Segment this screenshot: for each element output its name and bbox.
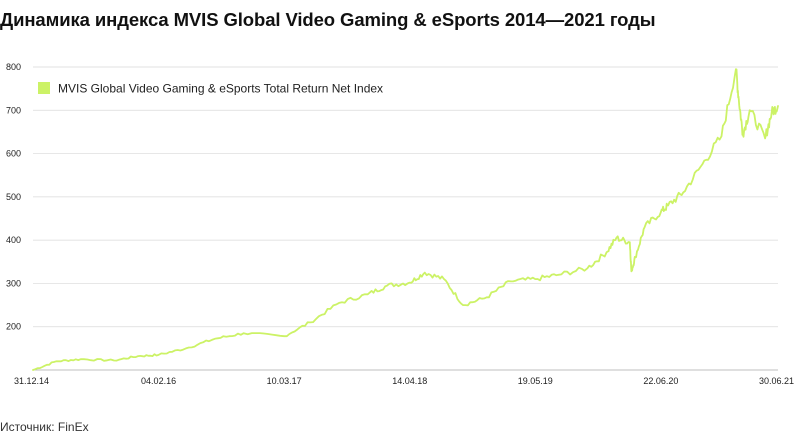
legend-swatch: [38, 82, 50, 94]
x-tick-label: 22.06.20: [643, 376, 678, 386]
y-tick-label: 400: [6, 235, 21, 245]
y-tick-label: 800: [6, 62, 21, 72]
legend-label: MVIS Global Video Gaming & eSports Total…: [58, 82, 383, 96]
x-tick-label: 31.12.14: [14, 376, 49, 386]
source-note: Источник: FinEx: [0, 420, 89, 434]
y-tick-label: 700: [6, 105, 21, 115]
series-line-mvis-index: [32, 68, 779, 371]
grid-lines: [33, 66, 778, 371]
x-tick-label: 30.06.21: [759, 376, 794, 386]
y-tick-label: 600: [6, 149, 21, 159]
chart-title: Динамика индекса MVIS Global Video Gamin…: [0, 9, 656, 30]
y-axis-ticks: 200 300 400 500 600 700 800: [6, 62, 21, 332]
x-axis-ticks: 31.12.14 04.02.16 10.03.17 14.04.18 19.05.19…: [14, 376, 794, 386]
line-chart: 200 300 400 500 600 700 800 31.12.14 04.02.16 10…: [6, 62, 794, 386]
x-tick-label: 04.02.16: [141, 376, 176, 386]
y-tick-label: 500: [6, 192, 21, 202]
legend: MVIS Global Video Gaming & eSports Total…: [38, 82, 383, 96]
x-tick-label: 14.04.18: [392, 376, 427, 386]
y-tick-label: 200: [6, 322, 21, 332]
x-tick-label: 10.03.17: [267, 376, 302, 386]
y-tick-label: 300: [6, 278, 21, 288]
x-tick-label: 19.05.19: [518, 376, 553, 386]
